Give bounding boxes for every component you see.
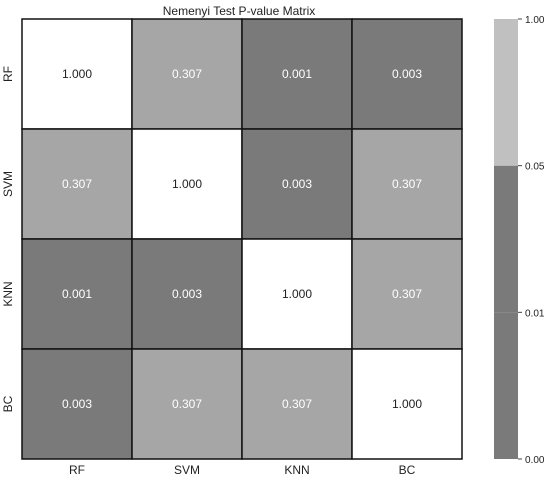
cell-value-label: 1.000 xyxy=(392,397,422,411)
colorbar-segment xyxy=(494,312,518,459)
y-tick-label: BC xyxy=(1,395,15,412)
cell-value-label: 1.000 xyxy=(282,287,312,301)
colorbar-tick-label: 0.01 xyxy=(525,308,545,319)
heatmap-cell xyxy=(241,18,353,130)
cell-value-label: 0.003 xyxy=(392,67,422,81)
heatmap-cell xyxy=(21,128,133,240)
cell-value-label: 0.001 xyxy=(282,67,312,81)
cell-value-label: 0.307 xyxy=(62,177,92,191)
cell-value-label: 0.307 xyxy=(282,397,312,411)
colorbar-tick-label: 1.00 xyxy=(525,15,545,26)
heatmap-cell xyxy=(131,348,243,460)
heatmap-cell xyxy=(131,128,243,240)
heatmap-cell xyxy=(131,238,243,350)
colorbar-tick-label: 0.05 xyxy=(525,162,545,173)
cell-value-label: 0.307 xyxy=(392,287,422,301)
heatmap-cell xyxy=(351,18,463,130)
cell-value-label: 1.000 xyxy=(172,177,202,191)
heatmap-cells xyxy=(21,18,463,460)
heatmap-cell xyxy=(131,18,243,130)
heatmap-cell xyxy=(351,348,463,460)
cell-value-label: 0.003 xyxy=(172,287,202,301)
colorbar: 0.00 0.01 0.05 1.00 xyxy=(494,15,545,466)
x-tick-label: KNN xyxy=(284,463,309,477)
colorbar-tick-label: 0.00 xyxy=(525,455,545,466)
x-tick-label: BC xyxy=(399,463,416,477)
heatmap-cell xyxy=(21,348,133,460)
x-tick-label: SVM xyxy=(174,463,200,477)
cell-value-label: 0.307 xyxy=(172,67,202,81)
y-tick-label: RF xyxy=(1,66,15,82)
x-tick-label: RF xyxy=(69,463,85,477)
heatmap-cell-labels: 1.000 0.307 0.001 0.003 0.307 1.000 0.003 0.307… xyxy=(62,67,422,411)
colorbar-segment xyxy=(494,165,518,313)
cell-value-label: 0.307 xyxy=(392,177,422,191)
y-tick-label: KNN xyxy=(1,281,15,306)
cell-value-label: 1.000 xyxy=(62,67,92,81)
heatmap-cell xyxy=(351,128,463,240)
heatmap-cell xyxy=(21,18,133,130)
cell-value-label: 0.003 xyxy=(62,397,92,411)
x-tick-labels: RF SVM KNN BC xyxy=(69,463,416,477)
chart-title: Nemenyi Test P-value Matrix xyxy=(163,4,316,18)
heatmap-cell xyxy=(351,238,463,350)
y-tick-label: SVM xyxy=(1,171,15,197)
cell-value-label: 0.001 xyxy=(62,287,92,301)
colorbar-segment xyxy=(494,19,518,166)
cell-value-label: 0.003 xyxy=(282,177,312,191)
cell-value-label: 0.307 xyxy=(172,397,202,411)
y-tick-labels: RF SVM KNN BC xyxy=(1,66,15,412)
